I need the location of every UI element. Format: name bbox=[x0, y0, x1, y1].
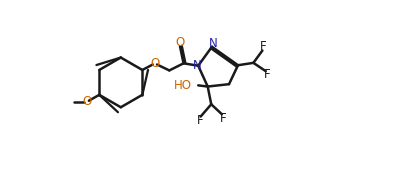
Text: N: N bbox=[209, 37, 217, 50]
Text: O: O bbox=[175, 35, 185, 49]
Text: HO: HO bbox=[174, 79, 192, 92]
Text: F: F bbox=[197, 114, 204, 127]
Text: F: F bbox=[264, 68, 271, 81]
Text: F: F bbox=[220, 112, 226, 125]
Text: F: F bbox=[260, 40, 266, 53]
Text: O: O bbox=[150, 57, 159, 70]
Text: O: O bbox=[82, 95, 92, 108]
Text: N: N bbox=[193, 59, 202, 72]
